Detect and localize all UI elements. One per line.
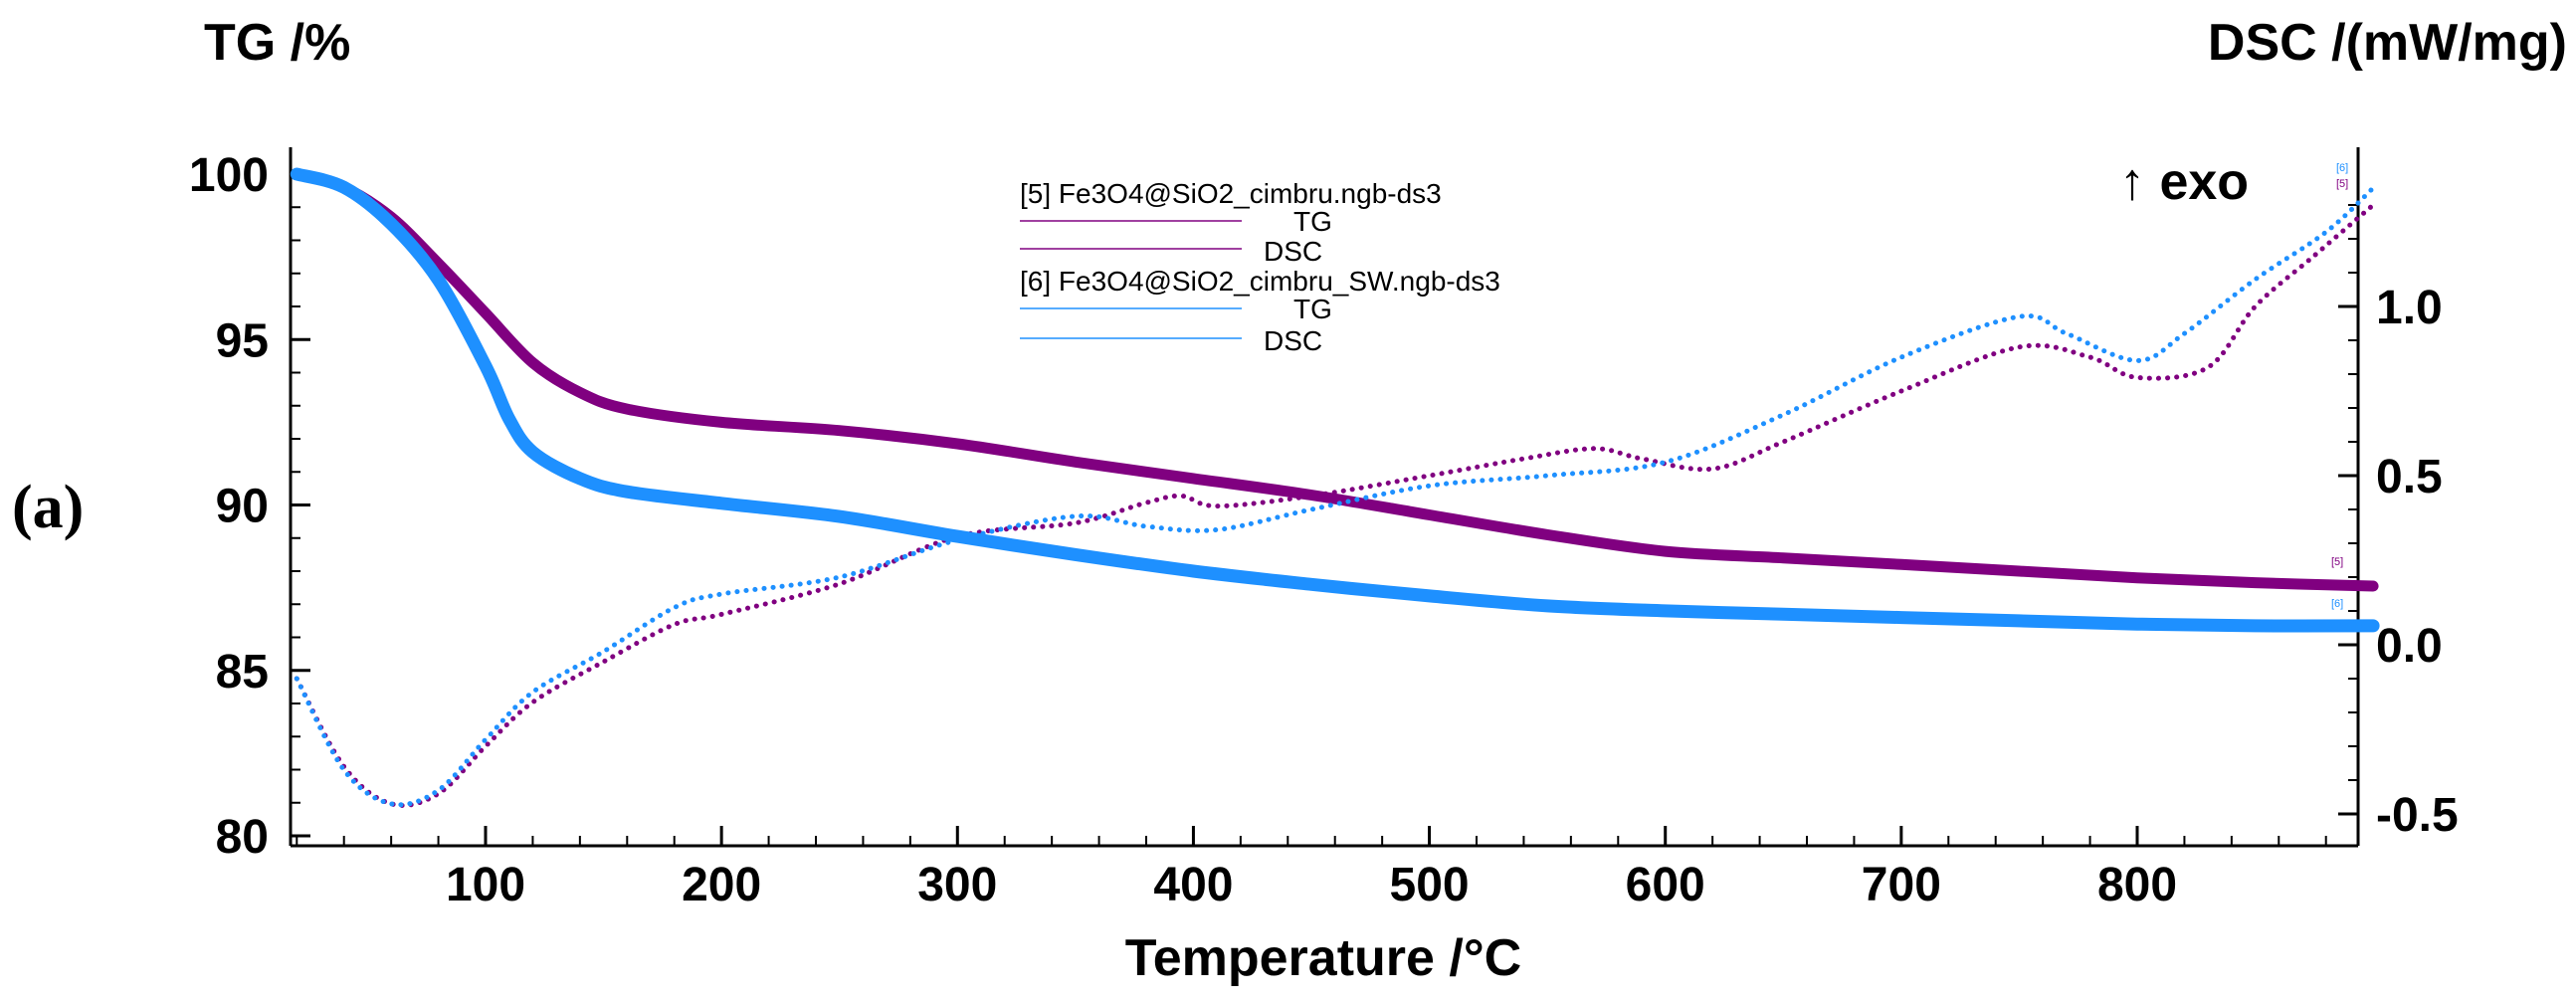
legend-entry-5-tg: TG bbox=[1293, 206, 1332, 237]
x-tick-label: 800 bbox=[2097, 859, 2177, 911]
end-tags: [5] [6] [6] [5] bbox=[2331, 162, 2348, 610]
series-6-tg bbox=[290, 167, 2380, 633]
x-tick-label: 600 bbox=[1626, 859, 1705, 911]
right-axis-ticks: 1.0 0.5 0.0 -0.5 bbox=[2338, 204, 2459, 842]
legend: [5] Fe3O4@SiO2_cimbru.ngb-ds3 TG DSC [6]… bbox=[1020, 178, 1500, 356]
legend-entry-5-dsc: DSC bbox=[1264, 236, 1322, 267]
x-tick-label: 100 bbox=[446, 859, 525, 911]
y-left-tick-label: 90 bbox=[216, 481, 269, 533]
left-axis-title: TG /% bbox=[204, 14, 350, 72]
legend-title-5: [5] Fe3O4@SiO2_cimbru.ngb-ds3 bbox=[1020, 178, 1442, 209]
exo-label: ↑ exo bbox=[2119, 153, 2249, 211]
x-tick-label: 400 bbox=[1153, 859, 1233, 911]
y-left-tick-label: 85 bbox=[216, 646, 269, 699]
x-tick-label: 200 bbox=[682, 859, 761, 911]
y-right-tick-label: -0.5 bbox=[2376, 789, 2459, 842]
y-left-tick-label: 95 bbox=[216, 314, 269, 367]
legend-entry-6-tg: TG bbox=[1293, 294, 1332, 324]
x-axis-title: Temperature /°C bbox=[1125, 929, 1521, 987]
x-axis-ticks: 100 200 300 400 500 600 700 800 bbox=[296, 826, 2327, 911]
x-tick-label: 700 bbox=[1862, 859, 1941, 911]
right-axis-title: DSC /(mW/mg) bbox=[2208, 14, 2567, 72]
panel-label: (a) bbox=[12, 474, 84, 541]
end-tag-5-tg: [5] bbox=[2331, 556, 2343, 568]
end-tag-6-tg: [6] bbox=[2331, 598, 2343, 610]
series-6-dsc bbox=[294, 185, 2376, 808]
y-right-tick-label: 0.0 bbox=[2376, 620, 2443, 673]
y-right-tick-label: 1.0 bbox=[2376, 282, 2443, 334]
x-tick-label: 500 bbox=[1390, 859, 1470, 911]
legend-entry-6-dsc: DSC bbox=[1264, 325, 1322, 356]
y-left-tick-label: 100 bbox=[189, 149, 269, 202]
plot-frame bbox=[289, 147, 2360, 848]
left-axis-ticks: 100 95 90 85 80 bbox=[189, 149, 310, 864]
series-5-tg bbox=[291, 168, 2379, 592]
legend-title-6: [6] Fe3O4@SiO2_cimbru_SW.ngb-ds3 bbox=[1020, 266, 1500, 297]
series-layer bbox=[290, 167, 2380, 808]
y-left-tick-label: 80 bbox=[216, 811, 269, 864]
series-5-dsc bbox=[294, 202, 2376, 808]
end-tag-6-dsc: [6] bbox=[2336, 162, 2348, 174]
end-tag-5-dsc: [5] bbox=[2336, 178, 2348, 190]
x-tick-label: 300 bbox=[917, 859, 997, 911]
y-right-tick-label: 0.5 bbox=[2376, 451, 2443, 503]
